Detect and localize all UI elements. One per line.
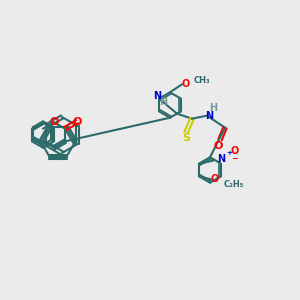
Text: −: − [232, 154, 238, 163]
Text: O: O [213, 141, 223, 151]
Text: S: S [182, 133, 190, 143]
Text: H: H [159, 97, 167, 107]
Text: CH₃: CH₃ [194, 76, 211, 85]
Text: H: H [209, 103, 217, 113]
Text: O: O [72, 117, 82, 127]
Text: O: O [211, 174, 219, 184]
Text: O: O [231, 146, 239, 156]
Text: O: O [182, 79, 190, 89]
Text: O: O [49, 117, 59, 127]
Text: N: N [205, 111, 213, 121]
Text: N: N [217, 154, 225, 164]
Text: +: + [226, 150, 232, 156]
Text: C₂H₅: C₂H₅ [224, 180, 244, 189]
Text: N: N [153, 91, 161, 101]
